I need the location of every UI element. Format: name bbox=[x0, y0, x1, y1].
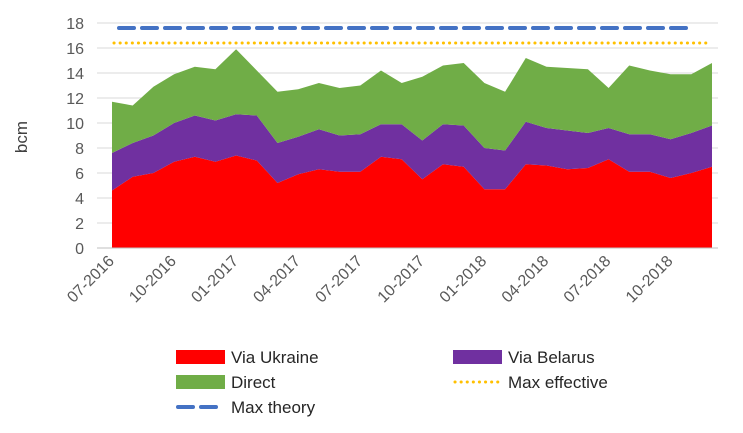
legend-label: Via Ukraine bbox=[231, 348, 319, 367]
x-tick-label: 10-2016 bbox=[126, 253, 180, 307]
x-tick-label: 10-2017 bbox=[375, 253, 429, 307]
legend-swatch bbox=[176, 350, 225, 364]
x-tick-label: 04-2017 bbox=[250, 253, 304, 307]
y-tick-label: 14 bbox=[66, 66, 84, 83]
legend-item-max-effective: Max effective bbox=[453, 373, 608, 392]
y-tick-label: 8 bbox=[75, 141, 84, 158]
x-axis: 07-2016 10-2016 01-2017 04-2017 07-2017 10-20… bbox=[64, 247, 718, 307]
legend-item-max-theory: Max theory bbox=[176, 398, 316, 417]
y-tick-label: 4 bbox=[75, 191, 84, 208]
y-axis-title: bcm bbox=[12, 121, 31, 153]
y-tick-label: 6 bbox=[75, 166, 84, 183]
x-tick-label: 04-2018 bbox=[499, 253, 553, 307]
legend-item-direct: Direct bbox=[176, 373, 276, 392]
y-tick-label: 12 bbox=[66, 91, 84, 108]
y-tick-label: 18 bbox=[66, 16, 84, 33]
reference-lines bbox=[112, 26, 708, 45]
y-tick-label: 10 bbox=[66, 116, 84, 133]
x-tick-label: 07-2016 bbox=[64, 253, 118, 307]
y-axis: 0 2 4 6 8 10 12 14 16 18 bbox=[66, 16, 84, 258]
x-tick-label: 01-2018 bbox=[437, 253, 491, 307]
x-tick-label: 01-2017 bbox=[188, 253, 242, 307]
legend-label: Via Belarus bbox=[508, 348, 595, 367]
legend: Via Ukraine Via Belarus Direct Max effectiv… bbox=[176, 348, 608, 417]
y-tick-label: 0 bbox=[75, 241, 84, 258]
x-tick-label: 10-2018 bbox=[623, 253, 677, 307]
area-via-ukraine bbox=[112, 155, 712, 248]
legend-swatch bbox=[176, 375, 225, 389]
y-tick-label: 2 bbox=[75, 216, 84, 233]
x-tick-label: 07-2017 bbox=[313, 253, 367, 307]
legend-swatch bbox=[453, 350, 502, 364]
area-via-belarus bbox=[112, 114, 712, 191]
legend-label: Max theory bbox=[231, 398, 316, 417]
legend-label: Max effective bbox=[508, 373, 608, 392]
legend-label: Direct bbox=[231, 373, 276, 392]
area-direct bbox=[112, 49, 712, 153]
legend-item-via-belarus: Via Belarus bbox=[453, 348, 595, 367]
stacked-areas bbox=[112, 49, 712, 248]
y-tick-label: 16 bbox=[66, 41, 84, 58]
x-tick-label: 07-2018 bbox=[561, 253, 615, 307]
legend-item-via-ukraine: Via Ukraine bbox=[176, 348, 319, 367]
